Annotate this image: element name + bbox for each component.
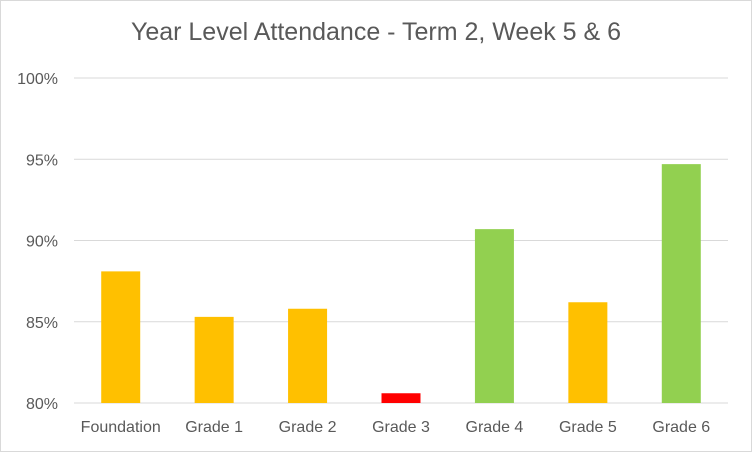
chart-title: Year Level Attendance - Term 2, Week 5 &… bbox=[130, 18, 622, 46]
y-tick-label: 95% bbox=[26, 152, 58, 169]
bar-grade-2 bbox=[288, 308, 328, 403]
bar-grade-5 bbox=[568, 302, 608, 403]
y-tick-label: 90% bbox=[26, 234, 58, 251]
x-tick-label: Foundation bbox=[81, 419, 161, 436]
x-tick-label: Grade 1 bbox=[185, 419, 243, 436]
x-tick-label: Grade 3 bbox=[372, 419, 430, 436]
bar-grade-1 bbox=[194, 316, 234, 403]
x-tick-label: Grade 6 bbox=[652, 419, 710, 436]
y-tick-label: 85% bbox=[26, 315, 58, 332]
y-tick-label: 100% bbox=[17, 71, 58, 88]
x-tick-label: Grade 2 bbox=[279, 419, 337, 436]
bar-grade-3 bbox=[381, 393, 421, 403]
y-tick-label: 80% bbox=[26, 396, 58, 413]
bar-grade-4 bbox=[474, 229, 514, 403]
x-tick-label: Grade 4 bbox=[466, 419, 524, 436]
x-tick-label: Grade 5 bbox=[559, 419, 617, 436]
bar-grade-6 bbox=[661, 164, 701, 403]
bar-foundation bbox=[101, 271, 141, 403]
